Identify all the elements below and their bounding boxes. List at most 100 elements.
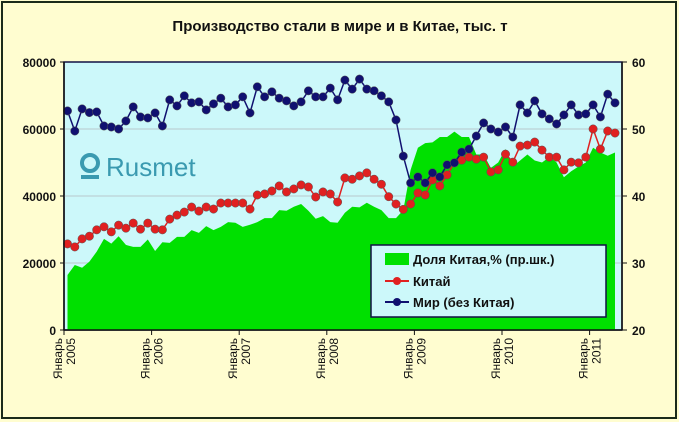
data-point-china [201,202,211,212]
data-point-world [552,119,562,129]
data-point-china [442,170,452,180]
data-point-world [581,109,591,119]
data-point-china [413,188,423,198]
x-tick-year: 2008 [327,338,341,365]
rusmet-logo-icon [80,153,100,173]
data-point-china [187,202,197,212]
x-tick-month: Январь [226,338,240,379]
data-point-china [289,184,299,194]
data-point-world [501,122,510,132]
data-point-world [479,118,489,128]
x-tick-year: 2005 [64,338,78,365]
data-point-world [252,82,262,92]
data-point-china [384,192,394,202]
data-point-china [165,214,175,224]
data-point-world [209,99,218,109]
data-point-china [420,190,430,200]
data-point-china [362,168,372,178]
x-tick-label: Январь 2005 [51,338,78,379]
data-point-china [588,124,598,134]
data-point-china [128,218,138,228]
data-point-world [574,110,583,120]
data-point-china [303,182,313,192]
x-tick-year: 2006 [152,338,166,365]
data-point-world [435,172,445,182]
data-point-china [106,227,116,237]
data-point-world [303,86,313,96]
y-left-tick-label: 40000 [23,190,57,204]
watermark: Rusmet [80,152,196,182]
data-point-world [128,102,138,112]
data-point-china [333,197,343,207]
x-tick-month: Январь [401,338,415,379]
data-point-world [99,121,109,131]
legend: Доля Китая,% (пр.шк.) Китай Мир (без Кит… [370,244,607,318]
x-tick-month: Январь [577,338,591,379]
data-point-world [157,121,167,131]
data-point-world [610,98,620,108]
data-point-world [340,75,350,85]
data-point-world [464,144,474,154]
y-left-tick-label: 60000 [23,123,57,137]
data-point-world [391,115,401,125]
data-point-world [216,93,226,103]
data-point-china [595,144,605,154]
data-point-world [282,96,291,106]
data-point-world [369,86,379,96]
x-tick-month: Январь [51,338,65,379]
y-right-tick-label: 60 [632,56,646,70]
legend-label-share: Доля Китая,% (пр.шк.) [413,252,554,267]
data-point-world [187,98,197,108]
data-point-world [92,107,102,117]
data-point-world [347,84,357,94]
legend-label-china: Китай [413,274,451,289]
data-point-world [121,116,131,126]
data-point-china [610,128,620,138]
chart-title: Производство стали в мире и в Китае, тыс… [172,18,507,35]
data-point-world [595,112,605,122]
data-point-world [449,158,459,168]
rusmet-logo-bar [81,175,99,179]
x-tick-year: 2011 [590,338,604,364]
data-point-world [230,100,240,110]
data-point-china [581,152,591,162]
data-point-world [325,83,335,93]
x-tick-year: 2009 [414,338,428,365]
x-tick-label: Январь 2007 [226,338,253,379]
data-point-china [157,225,167,235]
data-point-china [70,242,80,252]
data-point-world [515,100,525,110]
data-point-china [194,206,204,216]
data-point-world [289,101,299,111]
data-point-world [333,95,343,105]
data-point-world [530,96,540,106]
data-point-china [559,165,569,175]
x-tick-label: Январь 2008 [314,338,341,379]
data-point-china [311,192,321,202]
data-point-world [362,84,372,94]
data-point-world [420,178,430,188]
legend-marker-world [393,298,401,306]
data-point-china [501,149,510,159]
data-point-world [471,131,481,141]
data-point-world [522,108,532,118]
data-point-china [340,173,350,183]
data-point-china [179,207,189,217]
data-point-world [260,92,270,102]
data-point-world [172,101,182,111]
data-point-world [143,113,153,123]
data-point-china [209,204,218,214]
legend-swatch-share [385,253,409,265]
data-point-world [413,172,423,182]
data-point-china [267,186,277,196]
legend-label-world: Мир (без Китая) [413,295,514,310]
data-point-china [274,181,284,191]
data-point-china [508,157,518,167]
data-point-china [391,199,401,209]
y-right-tick-label: 50 [632,123,646,137]
data-point-world [223,102,233,112]
data-point-china [99,222,109,232]
data-point-world [194,97,204,107]
data-point-world [508,132,518,142]
